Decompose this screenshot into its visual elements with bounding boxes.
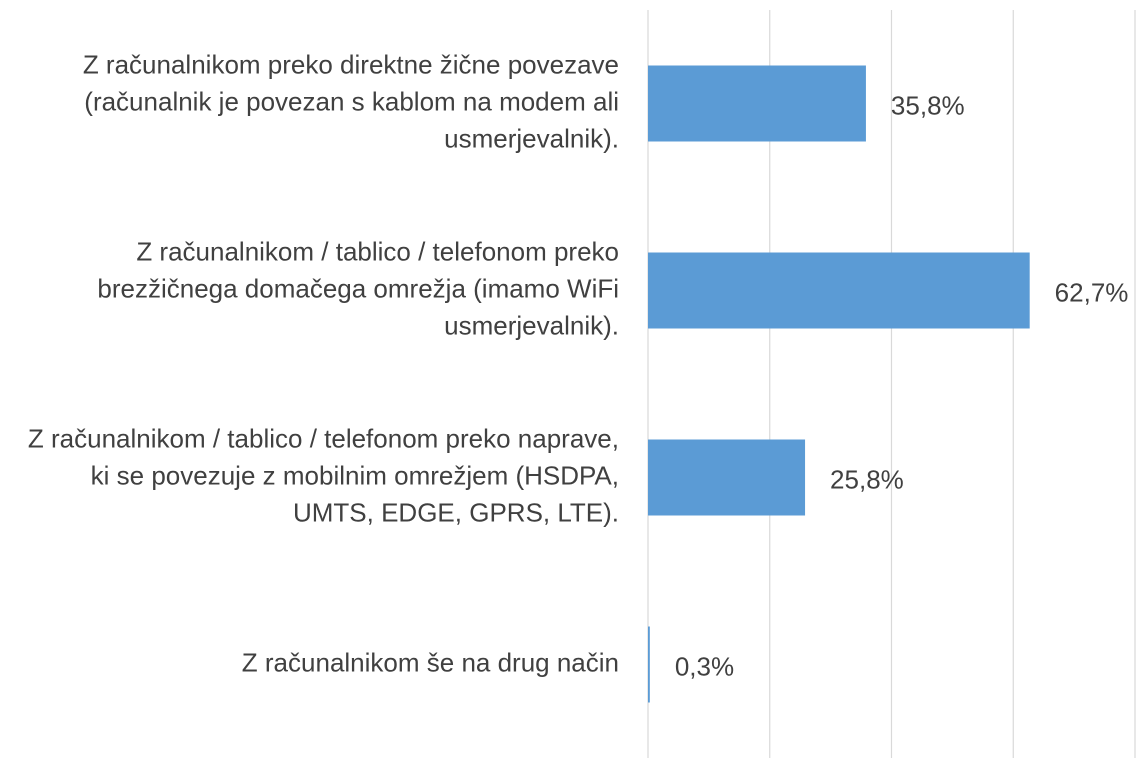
data-label: 62,7% bbox=[1055, 277, 1129, 307]
category-label: Z računalnikom / tablico / telefonom pre… bbox=[97, 236, 619, 340]
data-label: 35,8% bbox=[891, 90, 965, 120]
category-label: Z računalnikom / tablico / telefonom pre… bbox=[27, 423, 619, 527]
bar bbox=[648, 65, 866, 142]
bar bbox=[648, 252, 1030, 329]
bar bbox=[648, 439, 806, 516]
category-label: Z računalnikom preko direktne žične pove… bbox=[82, 49, 619, 153]
data-label: 25,8% bbox=[830, 464, 904, 494]
bar bbox=[648, 626, 650, 703]
category-label: Z računalnikom še na drug način bbox=[241, 647, 619, 677]
data-label: 0,3% bbox=[675, 651, 734, 681]
